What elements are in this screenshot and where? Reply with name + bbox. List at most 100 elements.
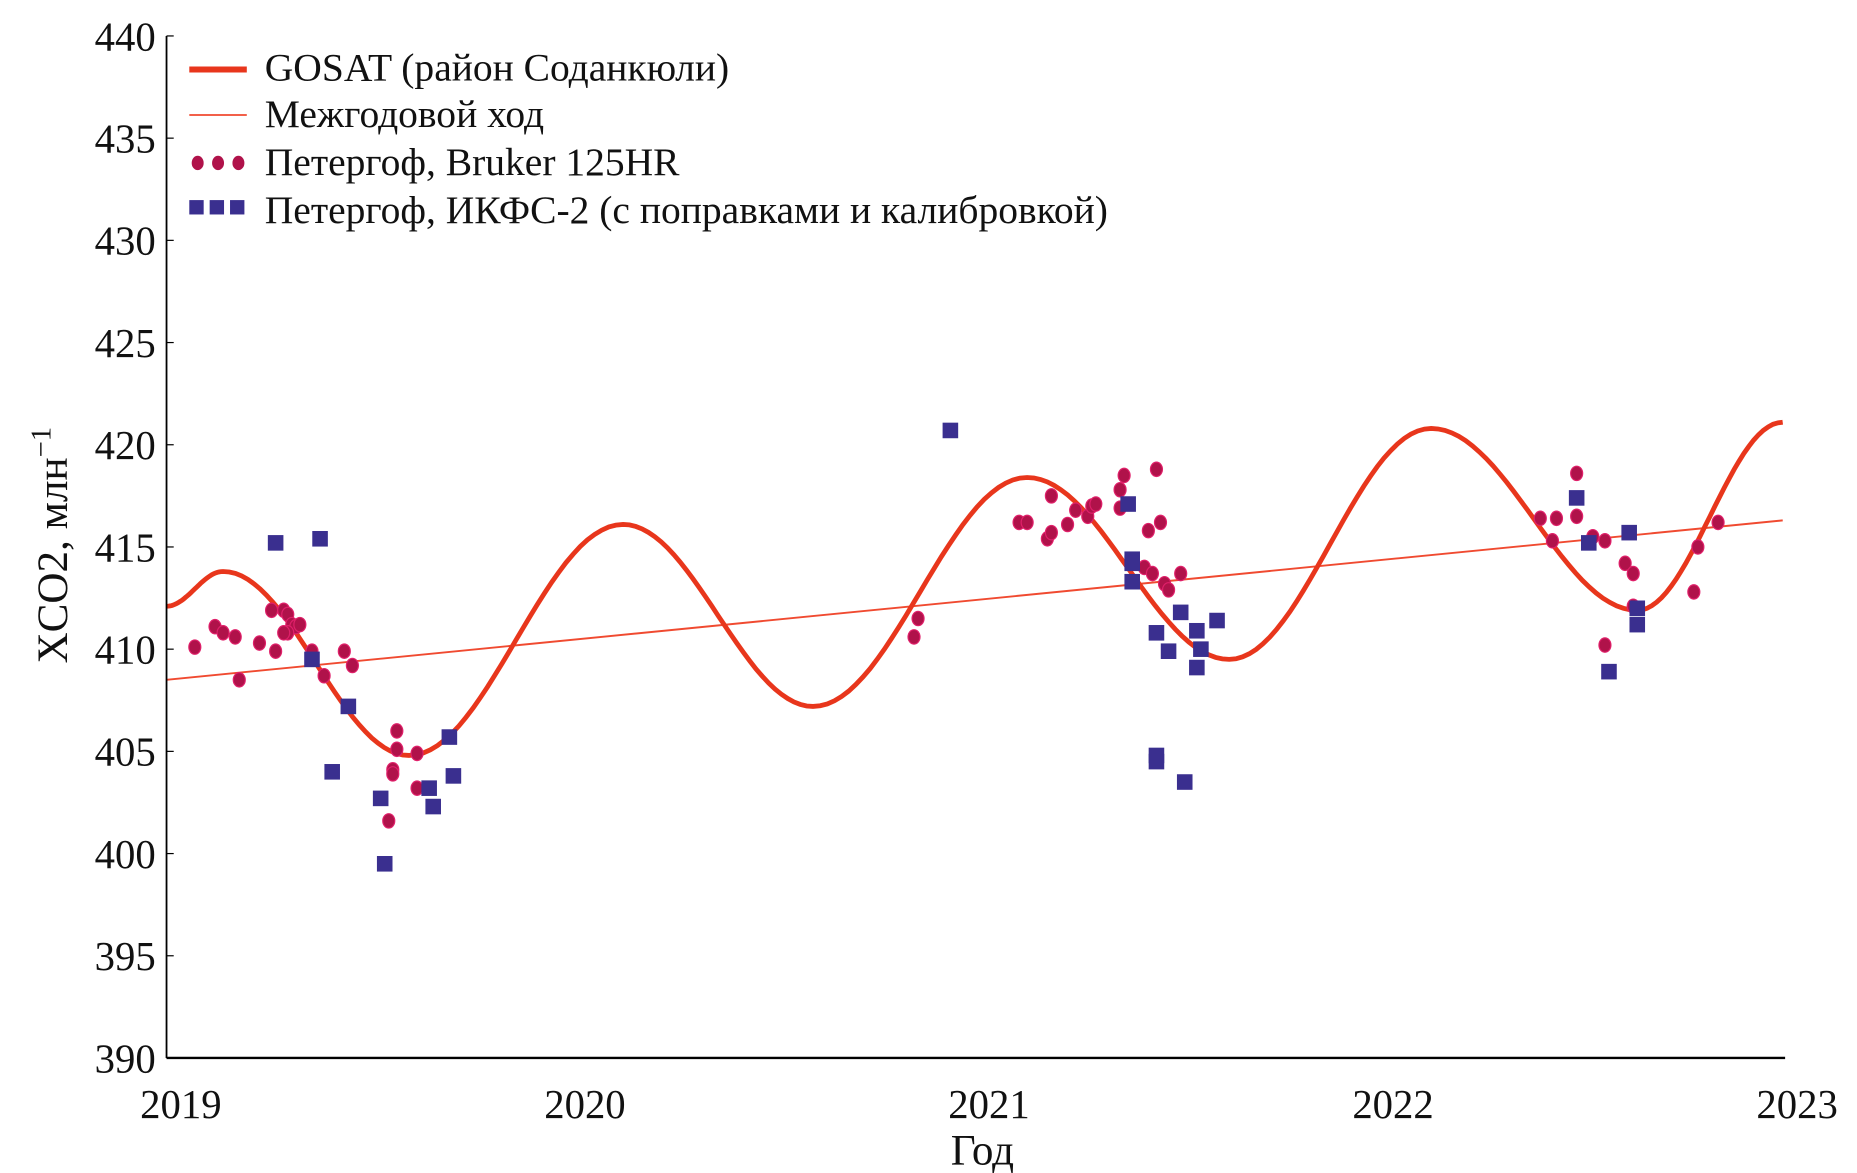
ikfs-point [1124, 573, 1140, 590]
bruker-point [252, 635, 267, 651]
ikfs-point [1189, 659, 1205, 676]
legend-gosat-label: GOSAT (район Соданкюли) [265, 45, 729, 89]
ikfs-point [1580, 535, 1597, 551]
ikfs-point [1189, 622, 1205, 639]
ikfs-point [1629, 616, 1646, 633]
ikfs-point [942, 422, 959, 439]
bruker-point [1117, 467, 1131, 484]
ikfs-point [441, 729, 458, 745]
bruker-point [1598, 533, 1612, 549]
bruker-point [345, 657, 359, 674]
ikfs-point [1124, 555, 1140, 572]
plot-area [166, 419, 1784, 872]
ikfs-point [376, 856, 393, 872]
bruker-point [293, 616, 307, 633]
bruker-point [1020, 514, 1034, 531]
y-tick-label: 405 [95, 730, 156, 775]
x-tick-label: 2019 [140, 1082, 221, 1127]
bruker-point [1141, 522, 1155, 539]
ikfs-point [1209, 612, 1225, 629]
legend-bruker-swatch [191, 155, 245, 171]
bruker-point [1598, 637, 1612, 653]
bruker-point [907, 629, 921, 645]
x-axis-label: Год [951, 1128, 1014, 1173]
bruker-point [1691, 539, 1705, 555]
bruker-point [337, 643, 351, 659]
bruker-point [1145, 565, 1159, 582]
bruker-point [1570, 508, 1584, 525]
ikfs-point [340, 698, 357, 715]
bruker-point [390, 723, 404, 739]
y-tick-labels: 390 395 400 405 410 415 420 425 430 435 440 [95, 14, 174, 1081]
ikfs-point [1193, 641, 1209, 657]
bruker-point [1044, 524, 1058, 541]
legend-ikfs-label: Петергоф, ИКФС-2 (с поправками и калибро… [265, 188, 1108, 232]
ikfs-point [1172, 604, 1189, 621]
y-axis-label-text: XCO2, млн [30, 457, 77, 663]
bruker-point [390, 741, 404, 758]
ikfs-point [1120, 496, 1136, 512]
ikfs-point [324, 764, 340, 780]
ikfs-point [421, 780, 437, 796]
x-tick-label: 2020 [544, 1082, 625, 1127]
ikfs-point [445, 768, 462, 784]
ikfs-point [1176, 774, 1193, 790]
gosat-line [166, 419, 1784, 758]
bruker-point [1113, 481, 1127, 498]
ikfs-point [312, 530, 328, 547]
bruker-point [188, 639, 202, 655]
y-tick-label: 415 [95, 525, 156, 570]
y-tick-label: 400 [95, 832, 156, 877]
bruker-point [1549, 510, 1564, 527]
bruker-point [1161, 582, 1176, 598]
bruker-point [382, 813, 396, 829]
bruker-point [1545, 533, 1560, 549]
x-tick-label: 2022 [1352, 1082, 1433, 1127]
bruker-point [216, 625, 230, 641]
bruker-point [1711, 514, 1725, 531]
bruker-point [1687, 584, 1701, 600]
bruker-point [911, 610, 925, 627]
legend-trend-label: Межгодовой ход [265, 92, 544, 136]
bruker-point [228, 629, 242, 645]
y-tick-label: 440 [95, 14, 156, 59]
ikfs-point [1629, 600, 1646, 617]
y-tick-label: 430 [95, 219, 156, 264]
bruker-point [1533, 510, 1547, 527]
bruker-point [317, 667, 331, 684]
ikfs-point [1160, 643, 1177, 659]
bruker-point [1618, 555, 1632, 572]
bruker-point [1174, 565, 1188, 582]
trend-line [166, 519, 1783, 681]
y-tick-label: 435 [95, 117, 156, 162]
bruker-point [1069, 502, 1083, 518]
bruker-point [1060, 516, 1075, 533]
bruker-point [386, 766, 400, 782]
ikfs-point [372, 790, 389, 807]
bruker-point [1153, 514, 1168, 531]
bruker-point [277, 625, 291, 641]
bruker-point [410, 745, 424, 762]
ikfs-point [425, 798, 441, 815]
ikfs-point [1148, 625, 1165, 641]
y-tick-label: 390 [95, 1036, 156, 1081]
bruker-point [1089, 496, 1103, 512]
y-axis-label-exponent: −1 [25, 427, 57, 458]
ikfs-point [1601, 663, 1617, 680]
bruker-point [232, 672, 246, 688]
ikfs-point [304, 651, 320, 668]
ikfs-point [1621, 524, 1637, 541]
legend-ikfs-swatch [189, 200, 245, 215]
ikfs-point [1148, 753, 1165, 770]
bruker-point [410, 780, 424, 796]
bruker-point [1570, 465, 1584, 482]
y-tick-label: 425 [95, 321, 156, 366]
y-tick-label: 395 [95, 934, 156, 979]
x-tick-labels: 2019 2020 2021 2022 2023 [140, 1082, 1838, 1127]
bruker-point [269, 643, 283, 659]
y-tick-label: 420 [95, 423, 156, 468]
legend-bruker-label: Петергоф, Bruker 125HR [265, 140, 680, 184]
bruker-point [1149, 461, 1164, 478]
ikfs-point [1568, 490, 1585, 506]
